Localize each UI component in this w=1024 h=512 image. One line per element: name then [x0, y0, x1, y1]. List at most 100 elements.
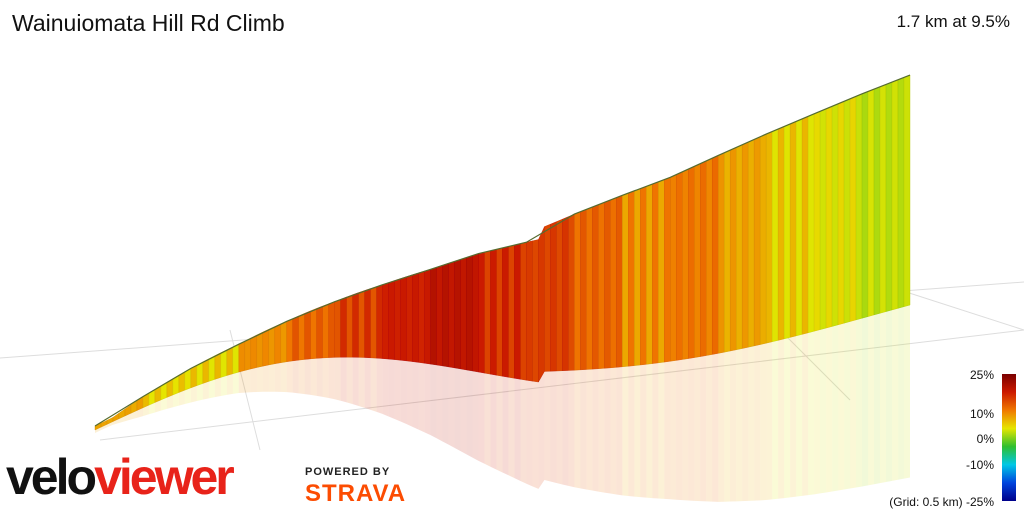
profile-segment	[334, 298, 341, 358]
reflection-segment	[322, 357, 329, 399]
gradient-color-scale	[1002, 374, 1016, 501]
profile-segment	[700, 160, 707, 357]
reflection-segment	[472, 370, 479, 461]
reflection-segment	[214, 377, 221, 398]
veloviewer-logo[interactable]: veloviewer	[6, 449, 235, 505]
profile-segment	[897, 77, 905, 309]
profile-segment	[292, 315, 299, 362]
reflection-segment	[220, 375, 227, 396]
reflection-segment	[646, 363, 653, 499]
profile-segment	[598, 202, 605, 369]
grid-note-text: (Grid: 0.5 km)	[889, 495, 963, 509]
reflection-segment	[226, 373, 233, 395]
reflection-segment	[724, 351, 731, 502]
reflection-segment	[802, 332, 809, 496]
profile-segment	[214, 352, 222, 380]
reflection-segment	[466, 369, 473, 458]
profile-segment	[658, 179, 665, 364]
reflection-segment	[334, 357, 341, 401]
profile-segment	[676, 171, 683, 361]
reflection-segment	[400, 360, 407, 425]
profile-segment	[574, 211, 581, 371]
profile-segment	[388, 280, 395, 360]
reflection-segment	[832, 324, 839, 492]
reflection-segment	[298, 359, 305, 395]
reflection-segment	[718, 352, 725, 502]
profile-segment	[316, 305, 323, 359]
reflection-segment	[328, 357, 335, 400]
reflection-segment	[706, 354, 713, 502]
profile-segment	[454, 259, 461, 370]
reflection-segment	[886, 309, 893, 483]
reflection-segment	[766, 341, 773, 501]
profile-segment	[448, 260, 455, 369]
profile-segment	[442, 262, 449, 368]
reflection-segment	[580, 369, 587, 490]
profile-segment	[340, 296, 347, 358]
profile-segment	[424, 269, 431, 365]
profile-segment	[682, 169, 689, 360]
profile-segment	[370, 286, 377, 359]
profile-segment	[855, 93, 863, 321]
profile-segment	[304, 310, 311, 360]
scale-label-0: 0%	[976, 432, 994, 446]
reflection-segment	[598, 368, 605, 493]
reflection-segment	[454, 367, 461, 452]
scale-label-neg10: -10%	[965, 458, 994, 472]
reflection-segment	[202, 381, 209, 400]
reflection-segment	[418, 362, 425, 433]
reflection-segment	[106, 421, 113, 428]
reflection-segment	[862, 316, 869, 487]
reflection-segment	[604, 367, 611, 494]
reflection-segment	[568, 370, 575, 488]
reflection-segment	[190, 385, 197, 403]
logo-viewer: viewer	[94, 449, 235, 505]
profile-segment	[226, 346, 234, 376]
profile-segment	[825, 106, 833, 329]
reflection-segment	[382, 358, 389, 417]
grid-line	[99, 329, 1024, 441]
reflection-segment	[352, 357, 359, 406]
reflection-segment	[244, 368, 251, 393]
reflection-segment	[664, 361, 671, 500]
reflection-segment	[376, 358, 383, 414]
profile-segment	[813, 111, 821, 332]
reflection-segment	[748, 345, 755, 501]
profile-segment	[646, 184, 653, 365]
profile-segment	[256, 331, 263, 368]
reflection-segment	[796, 334, 803, 497]
reflection-segment	[676, 359, 683, 501]
grid-note: (Grid: 0.5 km) -25%	[889, 495, 994, 509]
reflection-segment	[118, 415, 125, 423]
reflection-segment	[370, 357, 377, 412]
reflection-segment	[280, 361, 287, 393]
page-title: Wainuiomata Hill Rd Climb	[12, 10, 285, 36]
profile-segment	[771, 128, 779, 343]
reflection-segment	[430, 364, 437, 439]
profile-segment	[532, 239, 539, 383]
reflection-segment	[268, 363, 275, 392]
reflection-segment	[148, 402, 155, 415]
reflection-segment	[814, 329, 821, 495]
profile-segment	[346, 294, 353, 358]
reflection-segment	[286, 360, 293, 393]
profile-segment	[568, 213, 575, 371]
grid-line	[899, 289, 1024, 331]
profile-segment	[777, 126, 785, 341]
reflection-segment	[742, 347, 749, 502]
profile-segment	[460, 257, 467, 371]
reflection-segment	[544, 371, 551, 482]
color-scale-bar	[1002, 374, 1016, 501]
reflection-segment	[772, 340, 779, 500]
reflection-segment	[700, 355, 707, 502]
profile-segment	[616, 195, 623, 368]
profile-segment	[753, 136, 761, 347]
strava-logo[interactable]: STRAVA	[305, 480, 407, 507]
profile-segment	[712, 155, 719, 355]
reflection-segment	[754, 344, 761, 501]
reflection-segment	[424, 363, 431, 436]
scale-label-10: 10%	[969, 407, 994, 421]
reflection-segment	[100, 424, 107, 431]
reflection-segment	[256, 366, 263, 392]
